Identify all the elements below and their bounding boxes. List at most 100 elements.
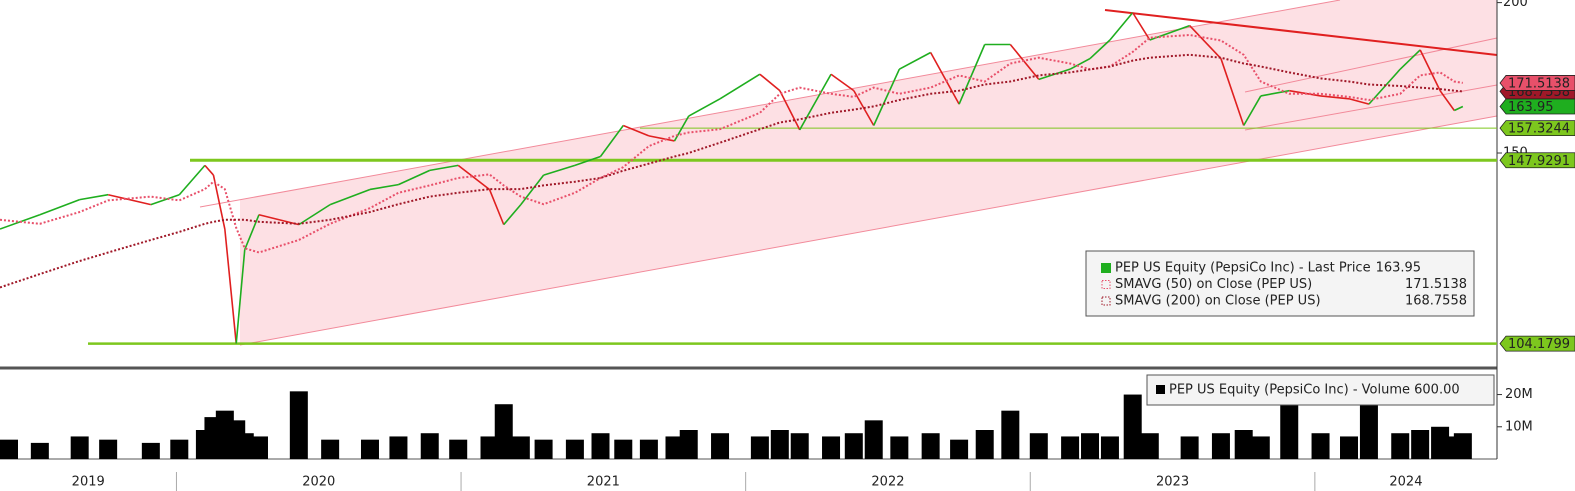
volume-bar	[534, 439, 553, 459]
price-segment	[958, 44, 986, 105]
volume-bar	[1234, 430, 1253, 459]
level-tag-bg	[1499, 152, 1575, 169]
price-segment	[79, 193, 109, 201]
volume-bar	[1251, 436, 1270, 459]
y-tick-label: 10M	[1505, 419, 1533, 434]
price-segment	[1348, 97, 1370, 105]
volume-bar	[420, 433, 439, 459]
legend-box	[1085, 250, 1475, 317]
x-tick-label: 2019	[72, 475, 105, 490]
price-segment	[574, 155, 601, 167]
price-segment	[853, 90, 875, 126]
volume-bar	[790, 433, 809, 459]
price-segment	[298, 203, 331, 226]
volume-bar	[1029, 433, 1048, 459]
y-tick-label: 200	[1503, 0, 1528, 10]
last-value-tag-bg	[1499, 75, 1575, 91]
overlay: 168.7558171.5138163.95157.3244147.929110…	[1085, 75, 1575, 406]
price-segment	[1439, 90, 1455, 111]
price-segment	[244, 214, 260, 250]
price-segment	[898, 51, 932, 70]
price-segment	[1220, 58, 1245, 126]
price-segment	[1289, 89, 1321, 97]
level-tag: 157.3244	[1508, 122, 1570, 137]
volume-legend-box	[1146, 374, 1495, 406]
price-segment	[759, 73, 781, 92]
legend-value: 171.5138	[1405, 277, 1467, 292]
volume-bar	[170, 439, 189, 459]
price-segment	[1320, 95, 1350, 100]
price-segment	[1260, 89, 1290, 97]
price-segment	[520, 174, 545, 206]
volume-bar	[822, 436, 841, 459]
volume-bar	[1411, 430, 1430, 459]
volume-bar	[480, 436, 499, 459]
volume-bar	[711, 433, 730, 459]
price-segment	[1069, 57, 1091, 70]
marks: 15020020192020202120222023202410M20M	[0, 0, 1533, 491]
price-segment	[178, 164, 206, 196]
volume-bar	[70, 436, 89, 459]
volume-bar	[289, 391, 308, 459]
x-tick-label: 2020	[302, 475, 335, 490]
price-segment	[150, 193, 180, 206]
x-tick-label: 2023	[1156, 475, 1189, 490]
price-segment	[779, 90, 801, 131]
price-segment	[929, 52, 960, 105]
volume-bar	[890, 436, 909, 459]
volume-bar	[770, 430, 789, 459]
volume-bar	[1311, 433, 1330, 459]
volume-bar	[1001, 410, 1020, 459]
volume-bar	[389, 436, 408, 459]
moving-average	[0, 53, 1463, 289]
last-value-tag-bg	[1499, 98, 1575, 115]
volume-bar	[99, 439, 118, 459]
price-segment	[258, 213, 300, 226]
price-segment	[107, 193, 152, 206]
price-segment	[1189, 25, 1222, 60]
volume-bar	[1280, 401, 1299, 459]
price-segment	[1132, 12, 1151, 41]
price-segment	[719, 73, 761, 100]
price-segment	[204, 164, 215, 176]
volume-bar	[30, 442, 49, 459]
price-segment	[830, 73, 855, 92]
volume-bar	[1211, 433, 1230, 459]
volume-bar	[975, 430, 994, 459]
volume-bar	[1391, 433, 1410, 459]
last-value-tag: 163.95	[1508, 100, 1554, 115]
legend-swatch	[1156, 385, 1165, 394]
volume-bar	[360, 439, 379, 459]
volume-bar	[321, 439, 340, 459]
x-tick-label: 2024	[1389, 475, 1422, 490]
volume-bar	[1081, 433, 1100, 459]
legend-label: SMAVG (50) on Close (PEP US)	[1115, 277, 1312, 292]
price-segment	[329, 188, 371, 206]
volume-bar	[511, 436, 530, 459]
price-segment	[799, 73, 832, 131]
volume-bar	[750, 436, 769, 459]
volume-bar	[614, 439, 633, 459]
volume-bar	[844, 433, 863, 459]
volume-bar	[0, 439, 18, 459]
price-segment	[599, 125, 624, 157]
volume-bar	[235, 433, 254, 459]
price-segment	[457, 164, 491, 191]
volume-bar	[921, 433, 940, 459]
volume-bar	[565, 439, 584, 459]
price-segment	[1399, 49, 1421, 70]
price-segment	[872, 68, 901, 126]
volume-legend-label: PEP US Equity (PepsiCo Inc) - Volume 600…	[1169, 383, 1460, 398]
volume-bar	[1340, 436, 1359, 459]
volume-bar	[1180, 436, 1199, 459]
price-segment	[1419, 49, 1441, 92]
last-value-tag: 171.5138	[1508, 76, 1570, 91]
price-segment	[235, 249, 246, 344]
price-segment	[429, 164, 459, 172]
level-tag-bg	[1499, 120, 1575, 136]
legend-swatch	[1101, 296, 1111, 306]
price-segment	[224, 228, 238, 344]
resistance-line	[1104, 9, 1498, 56]
x-tick-label: 2022	[871, 475, 904, 490]
